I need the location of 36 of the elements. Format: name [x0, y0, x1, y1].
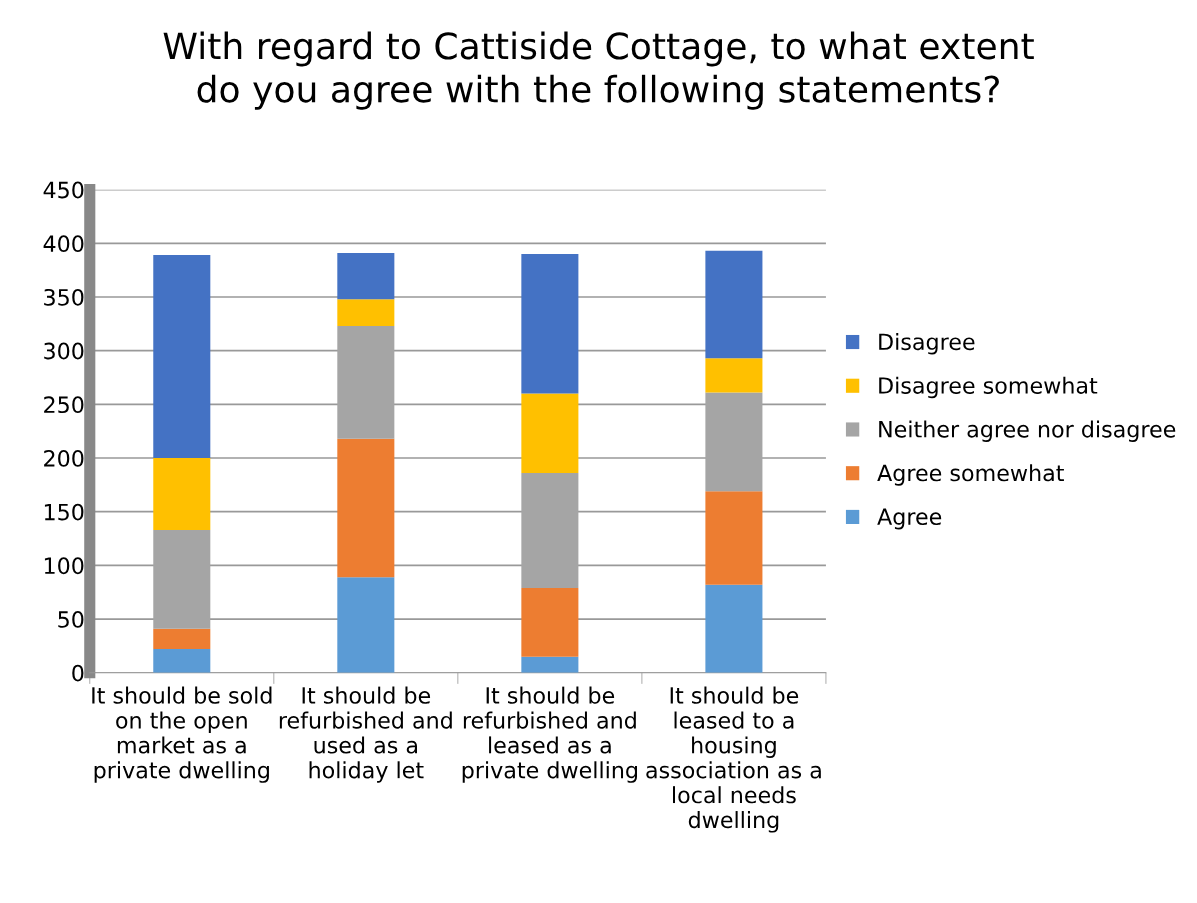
y-tick-label: 200 [44, 449, 84, 467]
y-tick-label: 350 [44, 288, 84, 306]
bar [153, 628, 211, 650]
x-tick-label: It should be sold on the open market as a private dwelling [92, 686, 272, 783]
bar [521, 393, 579, 474]
bar [337, 438, 395, 578]
y-tick-label: 100 [44, 557, 84, 575]
bar [337, 252, 395, 300]
legend-label: Disagree somewhat [879, 376, 1098, 399]
legend-label: Disagree [879, 332, 975, 355]
y-tick-label: 250 [44, 396, 84, 414]
bar [521, 587, 579, 657]
bar [705, 491, 763, 585]
bar [153, 458, 211, 530]
bar [337, 299, 395, 326]
legend-label: Agree somewhat [877, 464, 1064, 486]
y-tick-label: 0 [72, 664, 84, 682]
x-tick-label: It should be leased to a housing association as a local needs dwelling [646, 686, 821, 833]
y-tick-label: 400 [43, 235, 84, 253]
x-tick-label: It should be refurbished and used as a holiday let [279, 686, 452, 783]
bar [705, 250, 763, 359]
y-tick-label: 450 [43, 181, 84, 199]
y-tick-label: 300 [44, 342, 84, 360]
bar [705, 358, 763, 393]
legend-label: Neither agree nor disagree [879, 420, 1176, 442]
bar [705, 584, 763, 673]
y-tick-label: 50 [58, 611, 84, 628]
bar [521, 656, 579, 673]
x-tick-label: It should be refurbished and leased as a private dwelling [462, 686, 637, 783]
bar [153, 649, 211, 673]
bar [337, 577, 395, 673]
bar [521, 254, 579, 394]
legend-label: Agree [877, 508, 942, 530]
bar [153, 255, 211, 459]
y-tick-label: 150 [44, 503, 84, 521]
chart-title: With regard to Cattiside Cottage, to what extent do you agree with the following statements? [163, 31, 1034, 110]
